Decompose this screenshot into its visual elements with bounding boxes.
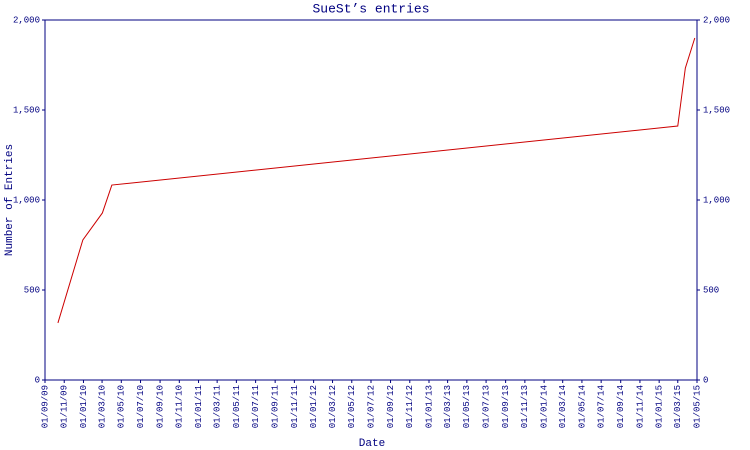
x-tick-label: 01/09/14 <box>616 385 626 428</box>
x-tick-label: 01/11/09 <box>60 385 70 428</box>
plot-frame <box>44 19 698 381</box>
x-tick-label: 01/05/14 <box>577 385 587 428</box>
y2-tick-label: 500 <box>703 285 719 295</box>
x-tick-label: 01/07/10 <box>136 385 146 428</box>
chart-title: SueSt’s entries <box>312 1 429 16</box>
x-tick-label: 01/03/14 <box>558 385 568 428</box>
y-tick-label: 1,500 <box>13 105 40 115</box>
y-axis-label: Number of Entries <box>4 144 16 256</box>
x-tick-label: 01/01/14 <box>539 385 549 428</box>
x-tick-label: 01/09/13 <box>501 385 511 428</box>
y-tick-label: 2,000 <box>13 15 40 25</box>
y-tick-label: 500 <box>24 285 40 295</box>
x-tick-label: 01/11/10 <box>175 385 185 428</box>
x-tick-label: 01/11/14 <box>635 385 645 428</box>
x-tick-label: 01/05/11 <box>232 385 242 428</box>
y2-tick-label: 2,000 <box>703 15 730 25</box>
x-tick-label: 01/05/12 <box>347 385 357 428</box>
y2-tick-label: 1,500 <box>703 105 730 115</box>
x-tick-label: 01/03/11 <box>213 385 223 428</box>
x-tick-label: 01/07/11 <box>251 385 261 428</box>
y-tick-label: 1,000 <box>13 195 40 205</box>
data-line <box>57 37 696 324</box>
x-tick-label: 01/09/10 <box>155 385 165 428</box>
x-tick-label: 01/11/12 <box>405 385 415 428</box>
x-tick-label: 01/07/14 <box>597 385 607 428</box>
x-tick-label: 01/11/13 <box>520 385 530 428</box>
x-tick-label: 01/07/12 <box>366 385 376 428</box>
x-tick-label: 01/11/11 <box>290 385 300 428</box>
x-tick-label: 01/01/13 <box>424 385 434 428</box>
y2-tick-label: 0 <box>703 375 708 385</box>
x-tick-label: 01/03/12 <box>328 385 338 428</box>
x-tick-label: 01/01/15 <box>655 385 665 428</box>
y2-tick-label: 1,000 <box>703 195 730 205</box>
x-tick-label: 01/05/10 <box>117 385 127 428</box>
x-tick-label: 01/07/13 <box>481 385 491 428</box>
x-tick-label: 01/01/12 <box>309 385 319 428</box>
x-tick-label: 01/09/12 <box>386 385 396 428</box>
x-axis-label: Date <box>359 438 385 450</box>
y-tick-label: 0 <box>35 375 40 385</box>
x-tick-label: 01/01/10 <box>79 385 89 428</box>
x-tick-label: 01/09/11 <box>271 385 281 428</box>
x-tick-label: 01/03/15 <box>673 385 683 428</box>
x-tick-label: 01/03/10 <box>97 385 107 428</box>
x-tick-label: 01/05/15 <box>692 385 702 428</box>
x-tick-label: 01/03/13 <box>443 385 453 428</box>
x-tick-label: 01/01/11 <box>194 385 204 428</box>
x-tick-label: 01/05/13 <box>462 385 472 428</box>
x-tick-label: 01/09/09 <box>40 385 50 428</box>
